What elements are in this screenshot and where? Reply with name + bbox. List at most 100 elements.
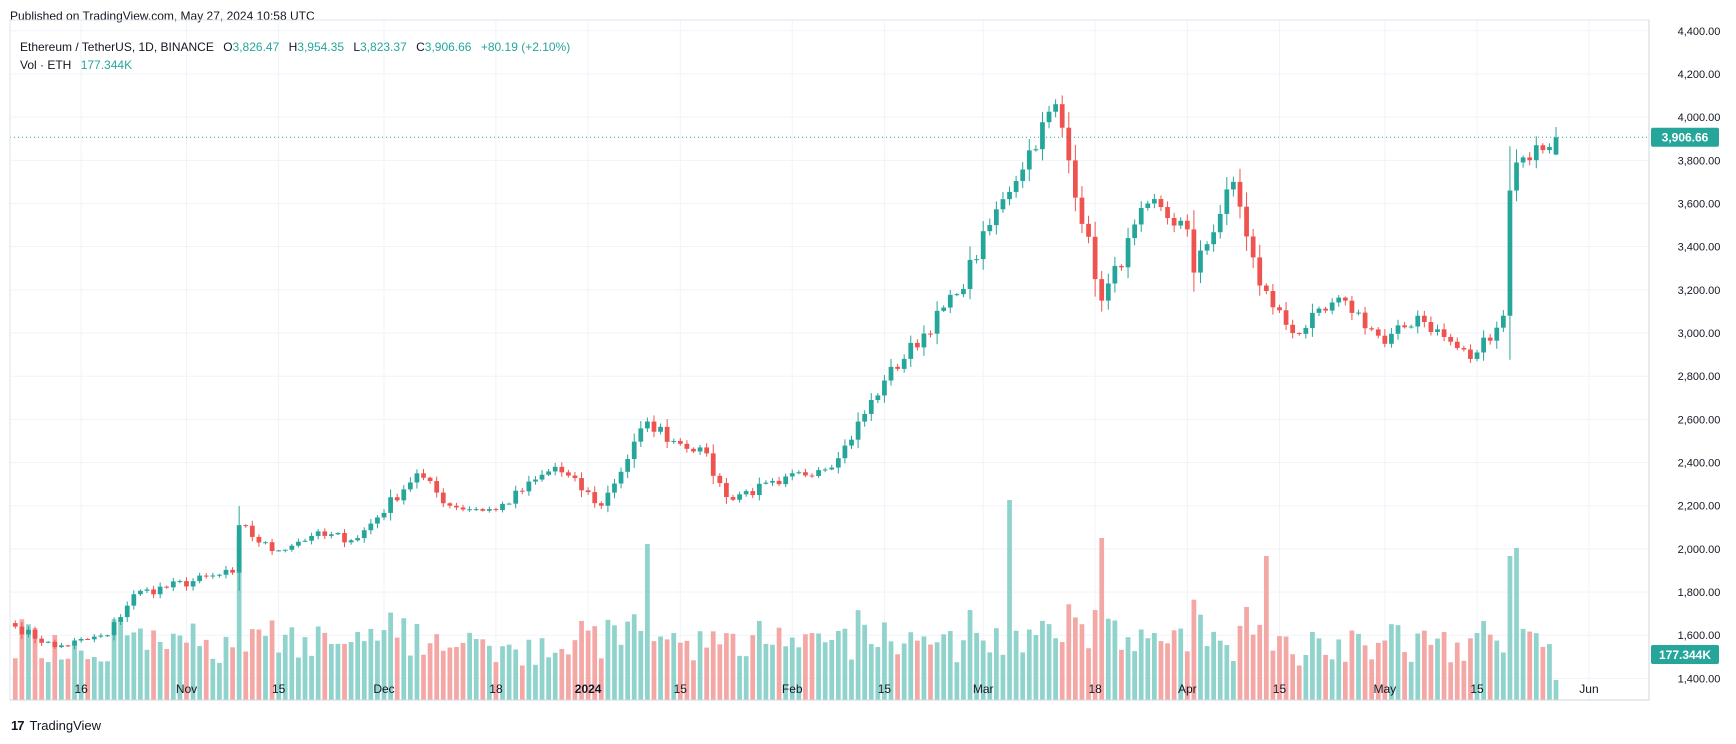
candle-body xyxy=(45,641,51,643)
candle xyxy=(26,626,31,638)
candle xyxy=(875,393,881,404)
x-tick-label: 18 xyxy=(489,682,503,696)
candle-body xyxy=(895,366,900,369)
volume-bar xyxy=(1527,631,1533,700)
x-tick-label: Jun xyxy=(1579,682,1598,696)
candle xyxy=(645,417,650,433)
volume-bar xyxy=(480,639,486,700)
candle xyxy=(1533,136,1539,169)
volume-bar xyxy=(1079,624,1085,700)
candle xyxy=(993,201,999,235)
volume-bar xyxy=(65,658,71,700)
volume-bar xyxy=(737,655,742,700)
volume-bar xyxy=(842,628,848,700)
candle xyxy=(184,577,189,591)
candle-body xyxy=(677,440,683,444)
candle-body xyxy=(546,471,551,475)
candle-body xyxy=(1342,297,1348,301)
candle-body xyxy=(1290,324,1296,334)
candle xyxy=(914,339,920,351)
candle-body xyxy=(1415,315,1421,327)
candle-body xyxy=(1066,127,1072,161)
candle-body xyxy=(513,490,519,504)
volume-bar xyxy=(85,659,91,700)
volume-bar xyxy=(776,627,782,700)
volume-bar xyxy=(1356,633,1361,700)
candle xyxy=(1178,217,1184,229)
candle xyxy=(710,444,716,485)
volume-bar xyxy=(105,661,110,700)
candle xyxy=(598,501,604,510)
candle xyxy=(638,421,644,447)
candle-body xyxy=(105,635,110,637)
volume-label[interactable]: Vol · ETH xyxy=(20,58,72,72)
candle xyxy=(32,626,38,644)
volume-bar xyxy=(645,544,650,700)
volume-bar xyxy=(980,640,986,700)
candle xyxy=(1086,215,1091,244)
volume-bar xyxy=(78,650,84,700)
candle xyxy=(862,410,868,427)
candle xyxy=(585,487,591,495)
candle xyxy=(1448,333,1454,346)
y-tick-label: 2,400.00 xyxy=(1678,458,1721,470)
volume-bar xyxy=(1059,642,1065,700)
candle xyxy=(91,634,97,643)
candle-body xyxy=(1329,302,1335,311)
volume-bar xyxy=(1461,660,1467,700)
candle-body xyxy=(875,395,881,401)
volume-bar xyxy=(1257,624,1263,700)
candle-body xyxy=(914,342,920,348)
x-tick-label: 15 xyxy=(674,682,688,696)
candle xyxy=(849,435,854,450)
x-tick-label: 2024 xyxy=(575,682,602,696)
symbol-label[interactable]: Ethereum / TetherUS, 1D, BINANCE xyxy=(20,40,214,54)
volume-bar xyxy=(816,633,821,700)
candle xyxy=(355,535,361,542)
candle-body xyxy=(651,421,657,432)
candle xyxy=(1527,152,1533,166)
candle xyxy=(763,480,769,485)
candle xyxy=(526,475,532,496)
candle xyxy=(677,438,683,446)
candle-body xyxy=(1316,308,1322,313)
candle xyxy=(1237,168,1243,219)
candle xyxy=(322,528,328,540)
volume-bar xyxy=(1112,620,1118,700)
candle xyxy=(829,464,835,471)
volume-bar xyxy=(170,633,176,700)
volume-bar xyxy=(717,644,723,700)
candle-body xyxy=(572,475,578,479)
candle xyxy=(157,582,163,599)
candle xyxy=(612,478,617,499)
tradingview-logo[interactable]: 17 TradingView xyxy=(11,718,101,733)
candle-body xyxy=(190,581,196,587)
candle-body xyxy=(1408,326,1414,328)
candle-body xyxy=(427,477,433,482)
candle xyxy=(1257,244,1263,296)
candle-body xyxy=(348,540,354,543)
candle-body xyxy=(566,472,571,476)
last-price-label: 3,906.66 xyxy=(1662,130,1709,144)
candle xyxy=(315,528,321,540)
candle-body xyxy=(1204,244,1210,251)
candle xyxy=(1454,337,1460,351)
candle-body xyxy=(85,639,91,641)
candle-body xyxy=(414,473,420,483)
candle-body xyxy=(1191,229,1197,273)
candle xyxy=(263,541,268,545)
volume-bar xyxy=(407,655,413,700)
volume-bar xyxy=(217,662,222,700)
candle xyxy=(631,433,637,468)
candle xyxy=(1474,349,1480,362)
volume-bar xyxy=(901,643,907,700)
volume-bar xyxy=(282,634,288,700)
candle-body xyxy=(862,413,868,422)
volume-bar xyxy=(605,619,611,700)
candle-body xyxy=(1250,236,1256,258)
candle-body xyxy=(961,288,966,295)
volume-bar xyxy=(289,627,295,700)
volume-bar xyxy=(401,618,407,700)
x-tick-label: Nov xyxy=(176,682,197,696)
